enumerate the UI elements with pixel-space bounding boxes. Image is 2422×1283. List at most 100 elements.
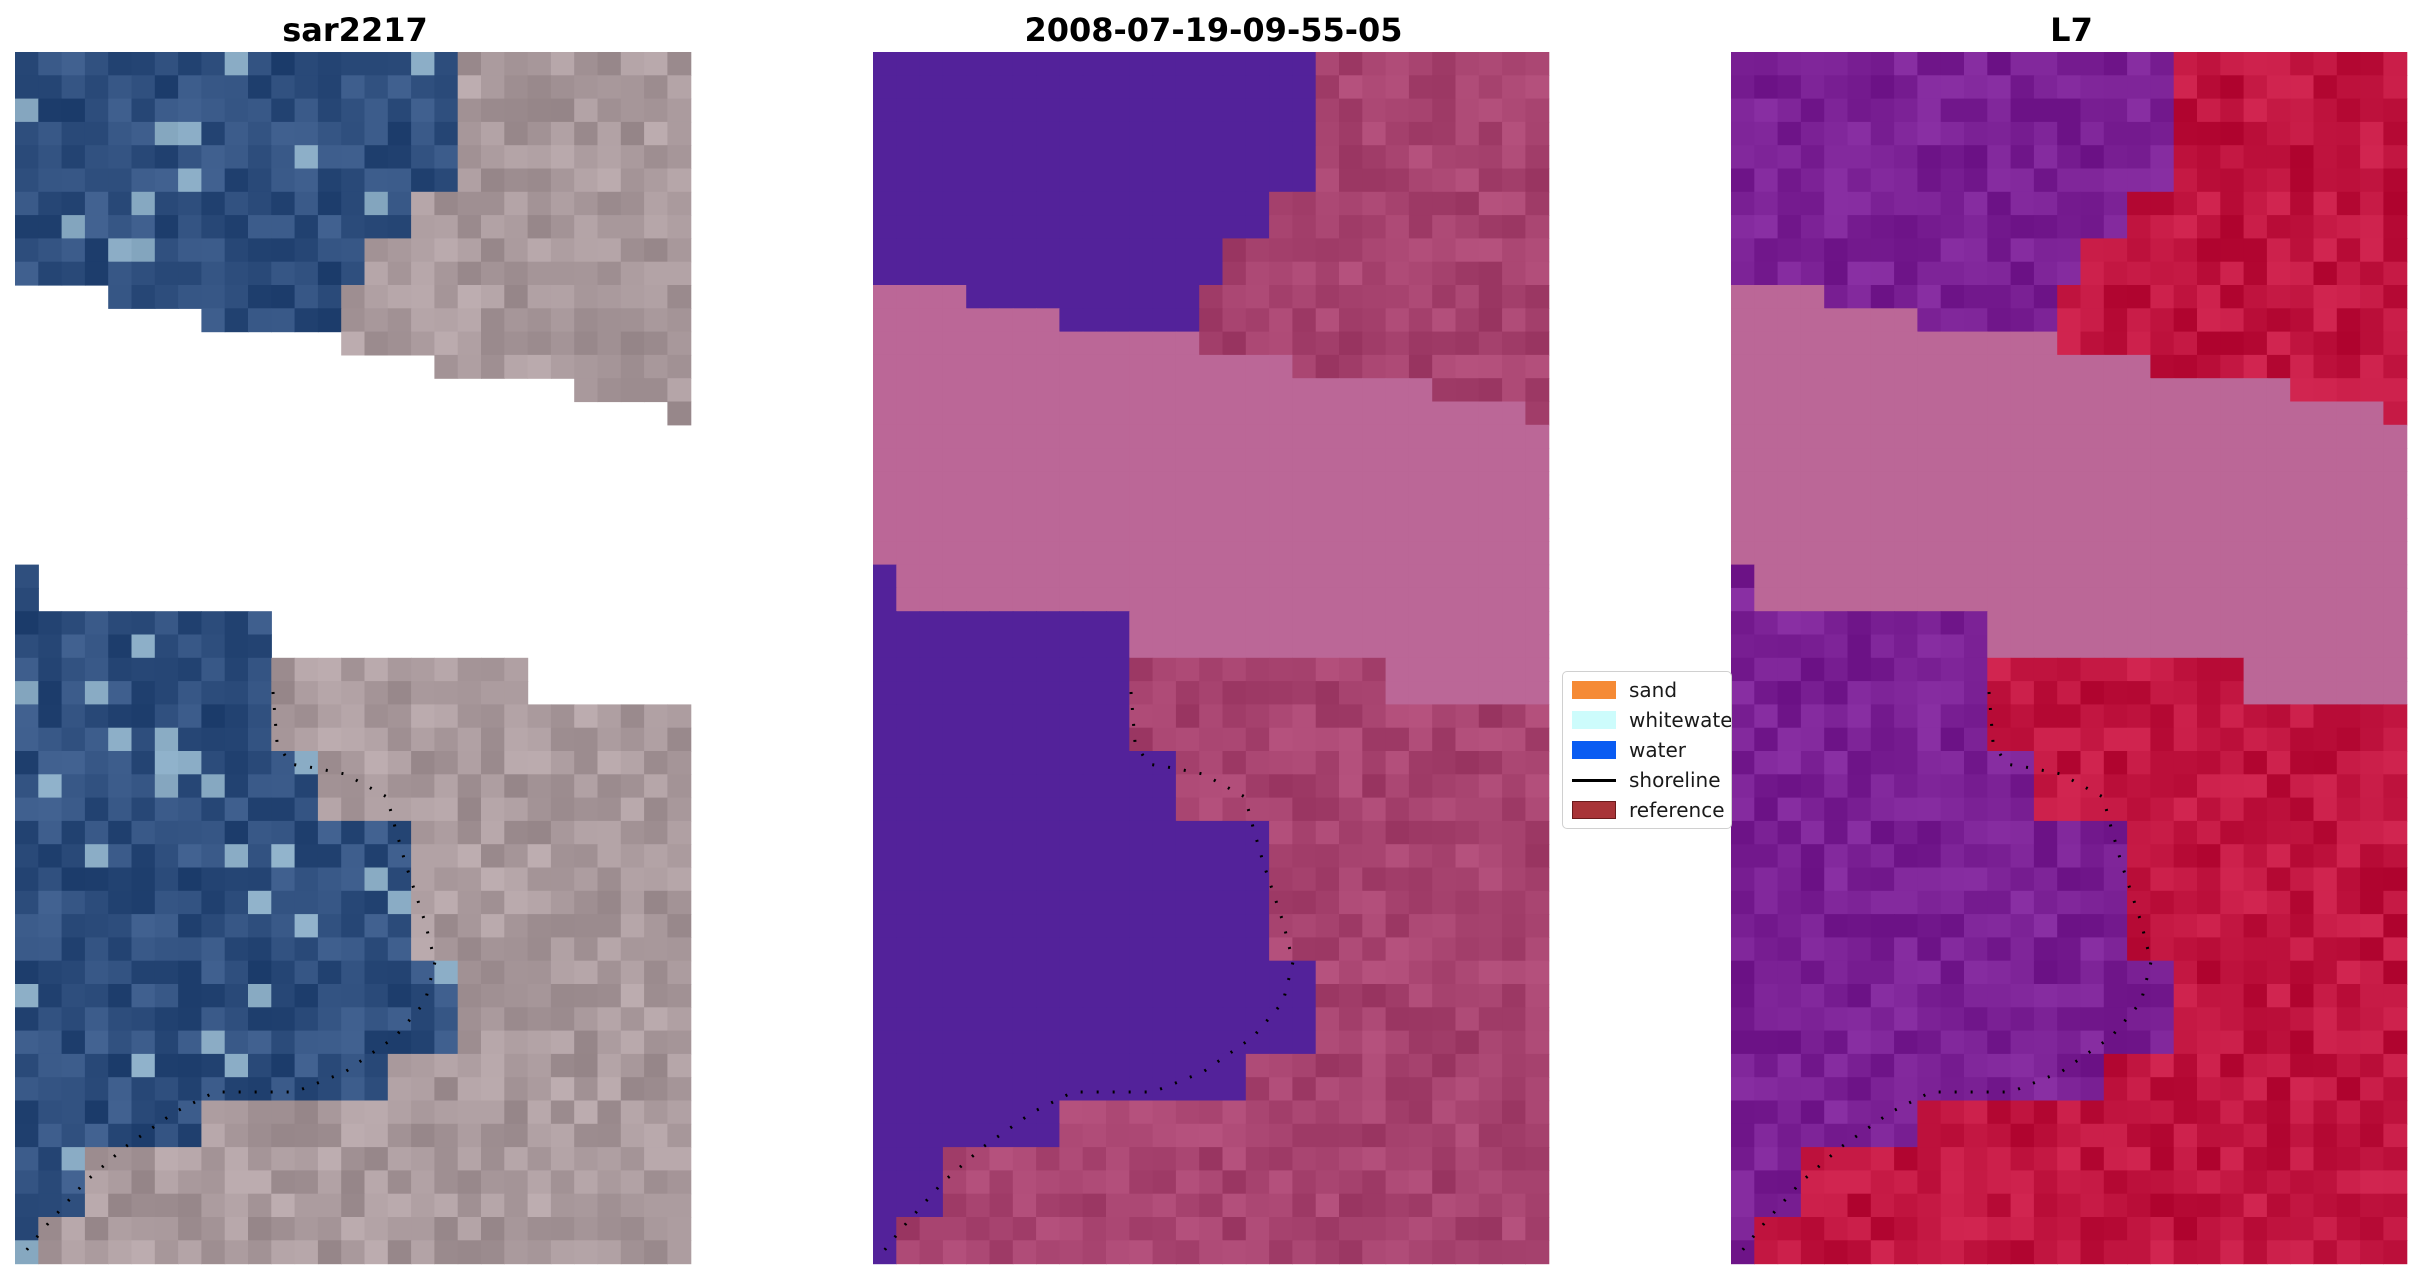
raster-pixel [1525, 354, 1550, 379]
raster-pixel [1175, 354, 1200, 379]
raster-pixel [1292, 1100, 1317, 1125]
raster-pixel [2103, 1170, 2128, 1195]
raster-pixel [481, 52, 505, 76]
raster-pixel [1870, 401, 1895, 426]
raster-pixel [1036, 914, 1060, 938]
raster-pixel [1502, 914, 1526, 938]
raster-pixel [2080, 914, 2105, 938]
raster-pixel [1432, 1077, 1457, 1102]
raster-pixel [2057, 681, 2082, 705]
raster-pixel [364, 1123, 389, 1148]
raster-pixel [942, 285, 967, 309]
raster-pixel [1894, 378, 1918, 403]
raster-pixel [989, 1123, 1014, 1148]
raster-pixel [2383, 261, 2408, 286]
raster-pixel [411, 704, 435, 729]
raster-pixel [1824, 960, 1849, 985]
raster-pixel [1269, 587, 1293, 612]
raster-pixel [1385, 1170, 1410, 1195]
raster-pixel [341, 1007, 366, 1032]
raster-pixel [317, 145, 342, 170]
raster-pixel [1408, 354, 1433, 379]
raster-pixel [1525, 587, 1550, 612]
raster-pixel [2150, 494, 2175, 519]
raster-pixel [364, 1217, 389, 1241]
raster-pixel [1269, 401, 1293, 426]
raster-pixel [2173, 354, 2198, 379]
raster-pixel [1385, 331, 1410, 356]
raster-pixel [411, 308, 435, 333]
raster-pixel [919, 774, 944, 799]
raster-pixel [1106, 984, 1130, 1008]
raster-pixel [1269, 1007, 1293, 1032]
raster-pixel [1036, 1030, 1060, 1055]
raster-pixel [873, 727, 897, 752]
raster-pixel [2313, 914, 2338, 938]
raster-pixel [1129, 914, 1154, 938]
raster-pixel [1222, 354, 1247, 379]
raster-pixel [178, 1147, 202, 1171]
raster-pixel [178, 238, 202, 263]
raster-pixel [1269, 1170, 1293, 1195]
raster-pixel [248, 1240, 272, 1265]
raster-pixel [224, 937, 249, 962]
raster-pixel [457, 1217, 482, 1241]
raster-pixel [2336, 471, 2361, 496]
raster-pixel [989, 1240, 1014, 1265]
raster-pixel [1315, 1053, 1340, 1078]
raster-pixel [317, 890, 342, 915]
raster-pixel [248, 844, 272, 869]
raster-pixel [434, 890, 459, 915]
raster-pixel [2220, 844, 2245, 869]
raster-pixel [574, 1077, 599, 1102]
raster-pixel [574, 261, 599, 286]
raster-pixel [1940, 424, 1965, 449]
raster-pixel [919, 797, 944, 822]
raster-pixel [364, 914, 389, 938]
raster-pixel [411, 168, 435, 193]
raster-pixel [1432, 75, 1457, 100]
raster-pixel [1824, 1053, 1849, 1078]
raster-pixel [481, 308, 505, 333]
raster-pixel [919, 681, 944, 705]
raster-pixel [38, 1240, 63, 1265]
raster-pixel [966, 424, 991, 449]
raster-pixel [989, 1053, 1014, 1078]
raster-pixel [2313, 751, 2338, 775]
raster-pixel [1917, 1217, 1942, 1241]
raster-pixel [1362, 1240, 1387, 1265]
raster-pixel [1082, 1100, 1107, 1125]
raster-pixel [201, 1007, 226, 1032]
raster-pixel [989, 890, 1014, 915]
raster-pixel [620, 1170, 645, 1195]
raster-pixel [2033, 378, 2058, 403]
raster-pixel [457, 727, 482, 752]
raster-pixel [411, 52, 435, 76]
raster-pixel [2127, 1193, 2151, 1218]
raster-pixel [1036, 121, 1060, 146]
raster-pixel [434, 727, 459, 752]
raster-pixel [1036, 145, 1060, 170]
raster-pixel [1731, 261, 1755, 286]
raster-pixel [1940, 518, 1965, 542]
raster-pixel [387, 1007, 412, 1032]
raster-pixel [1385, 354, 1410, 379]
raster-pixel [644, 1053, 668, 1078]
raster-pixel [1870, 261, 1895, 286]
raster-pixel [1870, 564, 1895, 589]
raster-pixel [1385, 1100, 1410, 1125]
raster-pixel [1964, 354, 1988, 379]
raster-pixel [1964, 820, 1988, 845]
raster-pixel [942, 587, 967, 612]
raster-pixel [178, 1193, 202, 1218]
raster-pixel [2057, 797, 2082, 822]
raster-pixel [1525, 867, 1550, 892]
raster-pixel [1800, 494, 1825, 519]
raster-pixel [178, 611, 202, 636]
raster-pixel [2057, 285, 2082, 309]
raster-pixel [1824, 1147, 1849, 1171]
raster-pixel [1339, 797, 1363, 822]
raster-pixel [1432, 168, 1457, 193]
raster-pixel [1800, 1170, 1825, 1195]
raster-pixel [1245, 285, 1270, 309]
